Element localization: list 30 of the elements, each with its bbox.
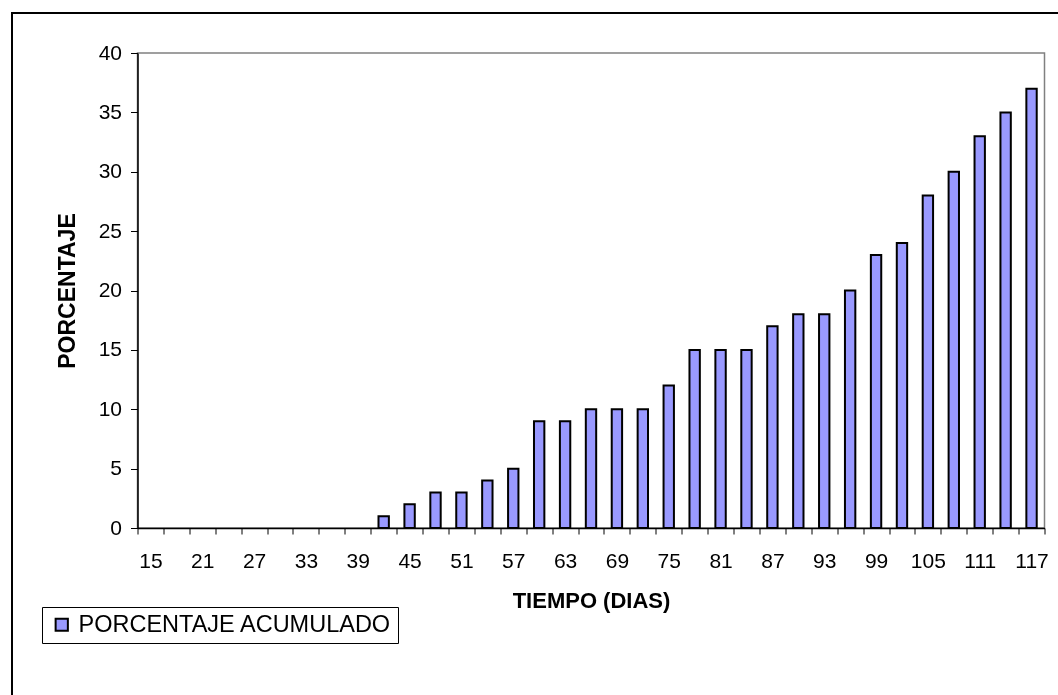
y-tick-label: 35 xyxy=(98,99,122,123)
x-tick-label: 57 xyxy=(502,548,526,572)
y-tick-label: 30 xyxy=(98,159,122,183)
x-tick-label: 33 xyxy=(294,548,319,572)
x-tick-label: 99 xyxy=(864,548,889,572)
x-tick-label: 45 xyxy=(398,548,422,572)
x-tick-label: 111 xyxy=(964,548,997,572)
x-tick-label: 81 xyxy=(709,548,733,572)
y-tick-label: 25 xyxy=(98,218,122,242)
x-tick-label: 93 xyxy=(813,548,837,572)
x-tick-label: 75 xyxy=(657,548,681,572)
x-tick-label: 69 xyxy=(605,548,630,572)
x-tick-label: 51 xyxy=(450,548,474,572)
x-tick-label: 39 xyxy=(346,548,370,572)
y-axis-title: PORCENTAJE xyxy=(54,213,80,369)
x-tick-label: 87 xyxy=(761,548,785,572)
x-tick-label: 63 xyxy=(553,548,578,572)
legend-label: PORCENTAJE ACUMULADO xyxy=(78,610,391,637)
y-tick-label: 15 xyxy=(98,337,122,361)
y-tick-label: 0 xyxy=(110,515,122,539)
x-tick-label: 117 xyxy=(1015,548,1049,572)
x-tick-label: 27 xyxy=(242,548,267,572)
y-tick-label: 10 xyxy=(98,396,122,420)
y-tick-label: 5 xyxy=(110,456,122,480)
x-tick-label: 21 xyxy=(191,548,215,572)
x-tick-label: 105 xyxy=(910,548,946,572)
x-tick-label: 15 xyxy=(139,548,163,572)
y-tick-label: 20 xyxy=(98,278,122,301)
x-axis-title: TIEMPO (DIAS) xyxy=(512,587,671,613)
y-tick-label: 40 xyxy=(98,40,122,64)
